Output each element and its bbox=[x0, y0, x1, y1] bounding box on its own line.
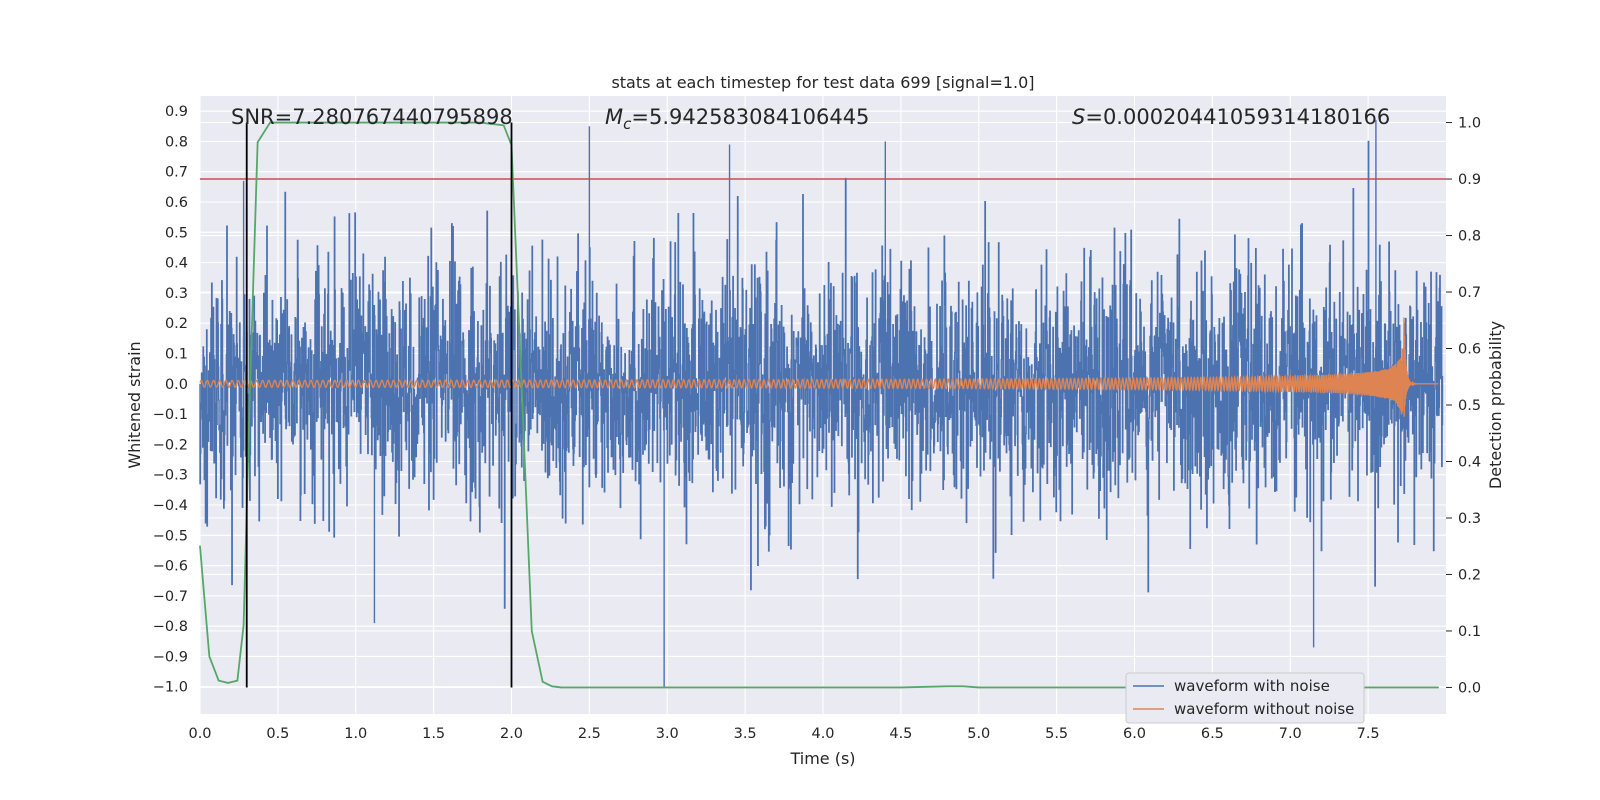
s-symbol: S bbox=[1072, 105, 1085, 129]
y-tick-label: −0.3 bbox=[153, 468, 188, 484]
chart-title: stats at each timestep for test data 699… bbox=[611, 73, 1034, 92]
y2-tick-label: 0.2 bbox=[1458, 567, 1481, 583]
x-tick-label: 6.0 bbox=[1123, 726, 1146, 742]
probability-point bbox=[977, 686, 980, 689]
probability-point bbox=[900, 686, 902, 689]
probability-point bbox=[236, 679, 239, 682]
x-tick-label: 5.5 bbox=[1045, 726, 1068, 742]
probability-point bbox=[946, 685, 949, 688]
x-tick-label: 4.0 bbox=[811, 726, 834, 742]
probability-point bbox=[256, 141, 259, 144]
legend: waveform with noise waveform without noi… bbox=[1125, 672, 1365, 724]
snr-annotation: SNR=7.280767440795898 bbox=[231, 105, 513, 129]
x-tick-label: 3.0 bbox=[656, 726, 679, 742]
y-tick-label: 0.0 bbox=[165, 377, 188, 393]
x-tick-label: 6.5 bbox=[1201, 726, 1224, 742]
probability-point bbox=[962, 685, 964, 688]
y2-tick-label: 0.5 bbox=[1458, 398, 1481, 414]
y2-tick-label: 0.4 bbox=[1458, 454, 1481, 470]
y2-tick-label: 0.8 bbox=[1458, 229, 1481, 245]
y2-tick-label: 0.0 bbox=[1458, 680, 1481, 696]
y-tick-label: 0.4 bbox=[165, 256, 188, 272]
y2-axis-ticks: 1.0 0.9 0.8 0.7 0.6 0.5 0.4 0.3 0.2 0.1 0.0 bbox=[1446, 116, 1481, 696]
y-axis-ticks: 0.9 0.8 0.7 0.6 0.5 0.4 0.3 0.2 0.1 0.0 −0.1 −0.2 −0… bbox=[153, 104, 188, 696]
x-tick-label: 4.5 bbox=[889, 726, 912, 742]
y-tick-label: 0.8 bbox=[165, 134, 188, 150]
probability-point bbox=[227, 682, 229, 684]
legend-label-clean: waveform without noise bbox=[1174, 700, 1354, 718]
probability-point bbox=[560, 686, 563, 689]
probability-point bbox=[1437, 686, 1440, 689]
x-tick-label: 3.5 bbox=[734, 726, 757, 742]
legend-label-noise: waveform with noise bbox=[1174, 677, 1330, 695]
probability-point bbox=[530, 630, 533, 632]
y-tick-label: −0.4 bbox=[153, 498, 188, 514]
y-tick-label: 0.2 bbox=[165, 316, 188, 332]
y-tick-label: 0.9 bbox=[165, 104, 188, 120]
probability-point bbox=[269, 121, 271, 124]
x-tick-label: 0.0 bbox=[188, 726, 211, 742]
detection-probability-line bbox=[199, 121, 1439, 689]
noisy-waveform-line bbox=[199, 120, 1444, 687]
x-axis-label: Time (s) bbox=[789, 749, 855, 768]
x-tick-label: 0.5 bbox=[266, 726, 289, 742]
probability-point bbox=[666, 686, 669, 689]
y-tick-label: −1.0 bbox=[153, 680, 188, 696]
y-tick-label: 0.7 bbox=[165, 165, 188, 181]
y-tick-label: −0.9 bbox=[153, 649, 188, 665]
y2-tick-label: 0.1 bbox=[1458, 624, 1481, 640]
x-tick-label: 1.5 bbox=[422, 726, 445, 742]
y2-tick-label: 0.9 bbox=[1458, 172, 1481, 188]
probability-point bbox=[551, 685, 553, 688]
probability-point bbox=[479, 121, 482, 124]
y-axis-label: Whitened strain bbox=[125, 341, 144, 468]
y-tick-label: 0.1 bbox=[165, 347, 188, 363]
probability-point bbox=[208, 655, 211, 658]
y-tick-label: 0.3 bbox=[165, 286, 188, 302]
probability-point bbox=[502, 124, 505, 127]
y2-axis-label: Detection probability bbox=[1486, 321, 1505, 489]
x-tick-label: 7.5 bbox=[1357, 726, 1380, 742]
x-tick-label: 2.0 bbox=[500, 726, 523, 742]
x-tick-label: 7.0 bbox=[1279, 726, 1302, 742]
chirp-mass-symbol: M bbox=[605, 105, 623, 129]
x-tick-label: 5.0 bbox=[967, 726, 990, 742]
y2-tick-label: 0.3 bbox=[1458, 511, 1481, 527]
probability-point bbox=[521, 404, 524, 406]
chirp-mass-annotation: Mc=5.942583084106445 bbox=[605, 105, 869, 133]
probability-point bbox=[217, 679, 220, 682]
y2-tick-label: 0.7 bbox=[1458, 285, 1481, 301]
probability-point bbox=[249, 392, 251, 395]
x-axis-ticks: 0.0 0.5 1.0 1.5 2.0 2.5 3.0 3.5 4.0 4.5 5.0 5.5 6.0 6… bbox=[188, 726, 1379, 742]
s-annotation: S=0.00020441059314180166 bbox=[1072, 105, 1390, 129]
x-tick-label: 1.0 bbox=[344, 726, 367, 742]
y-tick-label: 0.6 bbox=[165, 195, 188, 211]
y2-tick-label: 1.0 bbox=[1458, 116, 1481, 132]
probability-point bbox=[242, 624, 245, 627]
y-tick-label: −0.1 bbox=[153, 407, 188, 423]
y-tick-label: −0.2 bbox=[153, 437, 188, 453]
probability-point bbox=[573, 686, 575, 689]
y-tick-label: 0.5 bbox=[165, 225, 188, 241]
s-value: =0.00020441059314180166 bbox=[1085, 105, 1390, 129]
clean-waveform-line bbox=[199, 317, 1439, 417]
probability-point bbox=[199, 545, 201, 548]
y2-tick-label: 0.6 bbox=[1458, 342, 1481, 358]
y-tick-label: −0.5 bbox=[153, 528, 188, 544]
legend-box bbox=[1125, 672, 1365, 724]
y-tick-label: −0.7 bbox=[153, 589, 188, 605]
plot-series bbox=[199, 120, 1446, 689]
probability-point bbox=[541, 681, 544, 683]
y-tick-label: −0.6 bbox=[153, 559, 188, 575]
y-tick-label: −0.8 bbox=[153, 619, 188, 635]
x-tick-label: 2.5 bbox=[578, 726, 601, 742]
chirp-mass-value: =5.942583084106445 bbox=[631, 105, 869, 129]
chirp-mass-subscript: c bbox=[623, 115, 632, 133]
